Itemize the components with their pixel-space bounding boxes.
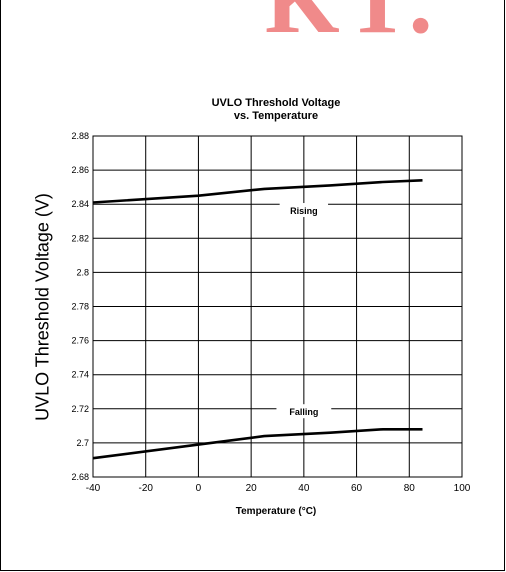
chart-title-line-2: vs. Temperature (233, 110, 319, 122)
x-tick-labels: -40 -20 0 20 40 60 80 100 (86, 483, 471, 494)
y-tick-label: 2.8 (76, 267, 89, 277)
series-label-bg (276, 404, 332, 419)
x-tick-label: -20 (138, 483, 153, 494)
y-tick-label: 2.72 (71, 404, 89, 414)
y-tick-label: 2.78 (71, 302, 89, 312)
plot-frame (92, 135, 463, 478)
y-tick-label: 2.68 (71, 472, 89, 482)
y-tick-label: 2.76 (71, 336, 89, 346)
y-tick-label: 2.86 (71, 165, 89, 175)
x-tick-label: 40 (298, 483, 310, 494)
x-axis-title: Temperature (°C) (235, 506, 317, 517)
series-lines (92, 179, 423, 460)
series-line-rising (92, 179, 423, 204)
series-label-rising: Rising (290, 206, 318, 216)
y-tick-label: 2.84 (71, 199, 89, 209)
y-tick-label: 2.7 (76, 438, 89, 448)
x-tick-label: 0 (196, 483, 202, 494)
series-label-falling: Falling (289, 407, 318, 417)
y-tick-label: 2.82 (71, 233, 89, 243)
series-label-bg (279, 203, 329, 218)
x-tick-label: 20 (246, 483, 258, 494)
y-tick-label: 2.88 (71, 131, 89, 141)
grid-lines (92, 135, 463, 478)
y-tick-label: 2.74 (71, 370, 89, 380)
x-tick-label: 60 (351, 483, 363, 494)
x-tick-label: -40 (86, 483, 101, 494)
x-tick-label: 80 (404, 483, 416, 494)
series-line-falling (92, 427, 423, 460)
y-tick-labels: 2.68 2.7 2.72 2.74 2.76 2.78 2.8 2.82 2.84 2.86 2.… (71, 131, 89, 482)
x-tick-label: 100 (454, 483, 471, 494)
series-labels: Rising Falling (276, 203, 332, 419)
chart-title-line-1: UVLO Threshold Voltage (211, 97, 341, 109)
watermark: KT. (265, 0, 439, 48)
